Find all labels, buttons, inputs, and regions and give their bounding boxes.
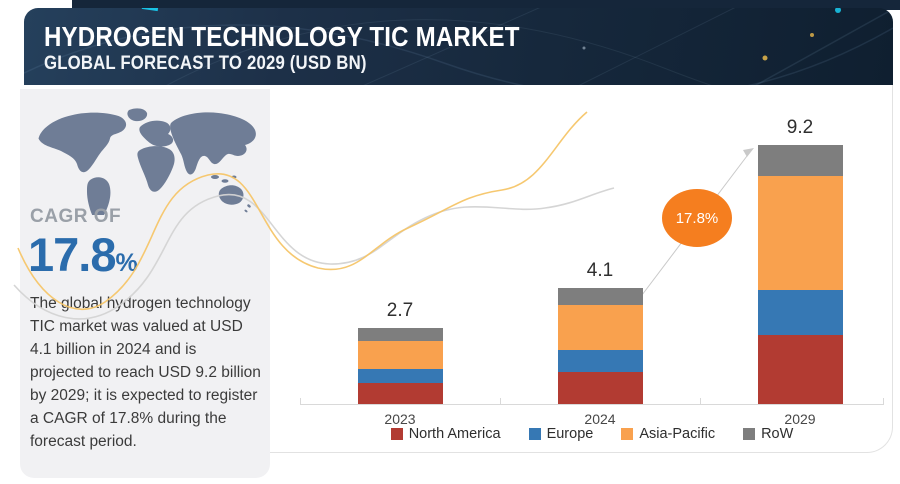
bar-total-label: 4.1	[586, 260, 614, 282]
legend-swatch	[621, 428, 634, 440]
stacked-bar-2029	[757, 144, 843, 404]
bar-segment-asia-pacific	[357, 340, 443, 369]
bar-segment-row	[757, 144, 843, 176]
legend-swatch	[743, 428, 756, 440]
header-background-bleed	[72, 0, 900, 10]
legend-label: RoW	[761, 426, 794, 442]
header-banner: HYDROGEN TECHNOLOGY TIC MARKET GLOBAL FO…	[24, 8, 893, 85]
legend-item-europe: Europe	[528, 426, 594, 442]
page-title: HYDROGEN TECHNOLOGY TIC MARKET	[44, 21, 520, 52]
legend-label: North America	[408, 426, 501, 442]
x-axis-category-label: 2029	[784, 411, 816, 427]
bar-segment-europe	[757, 289, 843, 335]
legend-item-row: RoW	[743, 426, 793, 442]
legend-label: Asia-Pacific	[639, 426, 716, 442]
bar-segment-row	[557, 288, 643, 306]
bar-segment-europe	[357, 368, 443, 383]
x-axis-category-label: 2023	[384, 411, 416, 427]
x-axis-tick	[883, 398, 884, 405]
x-axis-tick	[300, 398, 301, 405]
legend-item-north-america: North America	[390, 426, 501, 442]
page-subtitle: GLOBAL FORECAST TO 2029 (USD BN)	[44, 52, 367, 75]
cagr-label: CAGR OF	[30, 206, 122, 227]
bar-segment-asia-pacific	[757, 175, 843, 290]
x-axis-tick	[700, 398, 701, 405]
legend-label: Europe	[546, 426, 594, 442]
stacked-bar-2023	[357, 327, 443, 404]
cagr-value: 17.8%	[28, 227, 138, 282]
x-axis-line	[300, 404, 884, 405]
bar-total-label: 9.2	[786, 116, 814, 138]
legend-item-asia-pacific: Asia-Pacific	[621, 426, 715, 442]
x-axis-tick	[500, 398, 501, 405]
x-axis-category-label: 2024	[584, 411, 616, 427]
bar-segment-europe	[557, 350, 643, 372]
cagr-badge-text: 17.8%	[675, 209, 719, 227]
bar-segment-north-america	[757, 334, 843, 404]
market-summary-text: The global hydrogen technology TIC marke…	[30, 295, 261, 450]
bar-total-label: 2.7	[386, 299, 414, 321]
cagr-badge: 17.8%	[662, 189, 732, 247]
legend-swatch	[528, 428, 541, 440]
stacked-bar-2024	[557, 288, 643, 404]
bar-segment-north-america	[557, 371, 643, 404]
header-text-block: HYDROGEN TECHNOLOGY TIC MARKET GLOBAL FO…	[44, 22, 520, 75]
cagr-number: 17.8	[28, 228, 116, 281]
chart-legend: North America Europe Asia-Pacific RoW	[300, 426, 884, 442]
legend-swatch	[390, 428, 403, 440]
summary-panel: CAGR OF 17.8% The global hydrogen techno…	[20, 89, 270, 478]
bar-segment-north-america	[357, 382, 443, 404]
bar-segment-asia-pacific	[557, 305, 643, 351]
bar-segment-row	[357, 327, 443, 341]
cagr-percent-sign: %	[115, 249, 138, 277]
network-decoration-graphic	[24, 8, 893, 85]
world-map	[30, 101, 262, 221]
